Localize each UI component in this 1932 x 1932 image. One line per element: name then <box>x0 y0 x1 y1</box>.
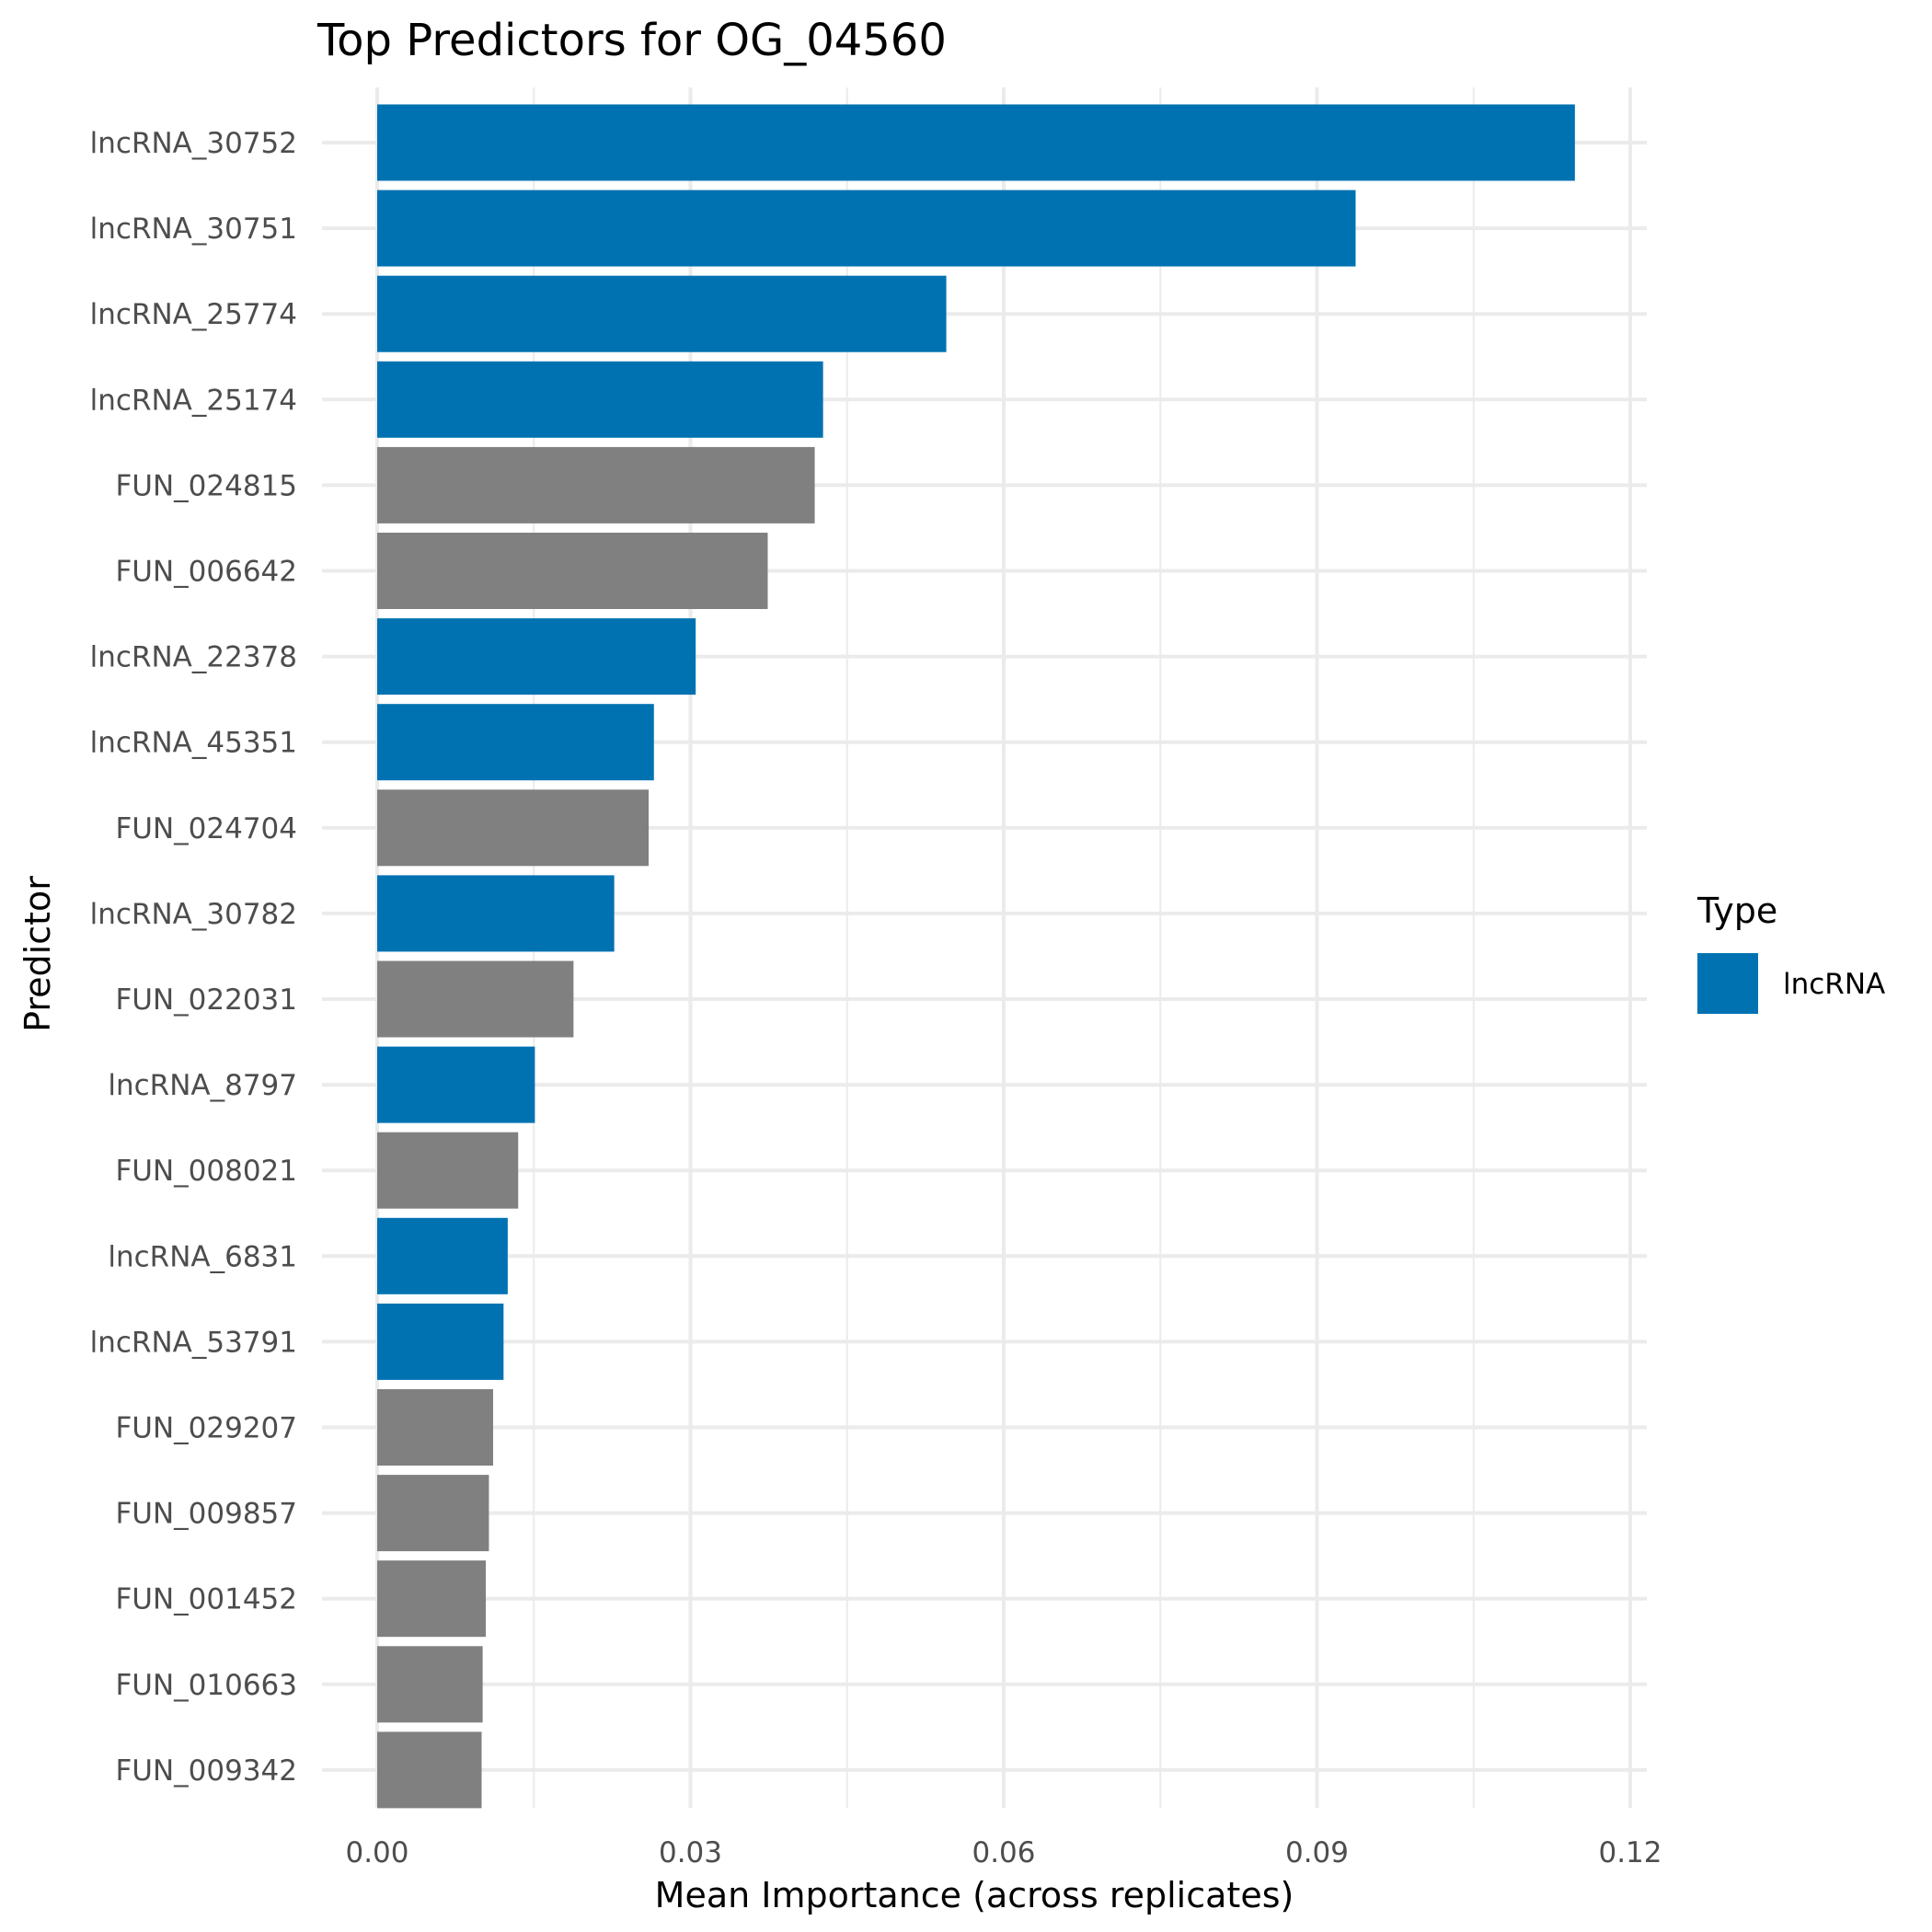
x-tick-label: 0.09 <box>1285 1836 1349 1869</box>
bar <box>377 1475 489 1552</box>
bars <box>377 104 1575 1809</box>
bar <box>377 533 768 609</box>
chart-title: Top Predictors for OG_04560 <box>316 15 947 66</box>
y-tick-label: FUN_024815 <box>115 469 297 502</box>
y-tick-label: FUN_001452 <box>115 1583 297 1616</box>
bar <box>377 789 650 867</box>
x-tick-label: 0.00 <box>345 1836 408 1869</box>
x-axis-tick-labels: 0.00 0.03 0.06 0.09 0.12 <box>345 1836 1662 1869</box>
bar <box>377 875 615 952</box>
y-tick-label: FUN_006642 <box>115 556 297 589</box>
x-tick-label: 0.06 <box>972 1836 1035 1869</box>
x-tick-label: 0.12 <box>1598 1836 1662 1869</box>
y-tick-label: lncRNA_6831 <box>108 1240 297 1273</box>
bar <box>377 190 1356 267</box>
bar <box>377 1731 482 1809</box>
y-tick-label: lncRNA_45351 <box>90 727 297 760</box>
bar <box>377 1560 487 1638</box>
bar <box>377 446 815 523</box>
y-tick-label: FUN_008021 <box>115 1155 297 1188</box>
y-axis-title: Predictor <box>17 876 58 1032</box>
y-tick-label: lncRNA_30752 <box>90 127 297 160</box>
legend-label: lncRNA <box>1783 968 1885 1001</box>
y-tick-label: lncRNA_30782 <box>90 898 297 931</box>
x-axis-title: Mean Importance (across replicates) <box>655 1875 1294 1915</box>
bar <box>377 1217 508 1294</box>
bar <box>377 1303 504 1380</box>
y-tick-label: lncRNA_53791 <box>90 1326 297 1359</box>
bar <box>377 704 654 781</box>
y-tick-label: FUN_009342 <box>115 1754 297 1788</box>
bar <box>377 104 1575 181</box>
bar <box>377 1132 519 1209</box>
y-axis-tick-labels: lncRNA_30752 lncRNA_30751 lncRNA_25774 lncR… <box>90 127 297 1788</box>
bar <box>377 1046 535 1123</box>
y-tick-label: FUN_022031 <box>115 983 297 1017</box>
y-tick-label: FUN_009857 <box>115 1498 297 1531</box>
legend-title: Type <box>1696 891 1777 931</box>
bar <box>377 1646 483 1723</box>
y-tick-label: lncRNA_25174 <box>90 384 297 417</box>
y-tick-label: lncRNA_25774 <box>90 298 297 331</box>
bar <box>377 275 947 352</box>
legend-entries: lncRNA <box>1697 953 1885 1014</box>
legend-swatch <box>1697 953 1758 1014</box>
bar <box>377 618 696 696</box>
x-tick-label: 0.03 <box>659 1836 722 1869</box>
bar <box>377 1389 493 1466</box>
y-tick-label: FUN_024704 <box>115 812 297 845</box>
y-tick-label: FUN_029207 <box>115 1412 297 1445</box>
y-tick-label: FUN_010663 <box>115 1669 297 1702</box>
bar <box>377 960 574 1038</box>
legend: Type lncRNA <box>1696 891 1885 1014</box>
y-tick-label: lncRNA_30751 <box>90 213 297 246</box>
bar <box>377 361 823 438</box>
y-tick-label: lncRNA_8797 <box>108 1069 297 1102</box>
y-tick-label: lncRNA_22378 <box>90 641 297 674</box>
